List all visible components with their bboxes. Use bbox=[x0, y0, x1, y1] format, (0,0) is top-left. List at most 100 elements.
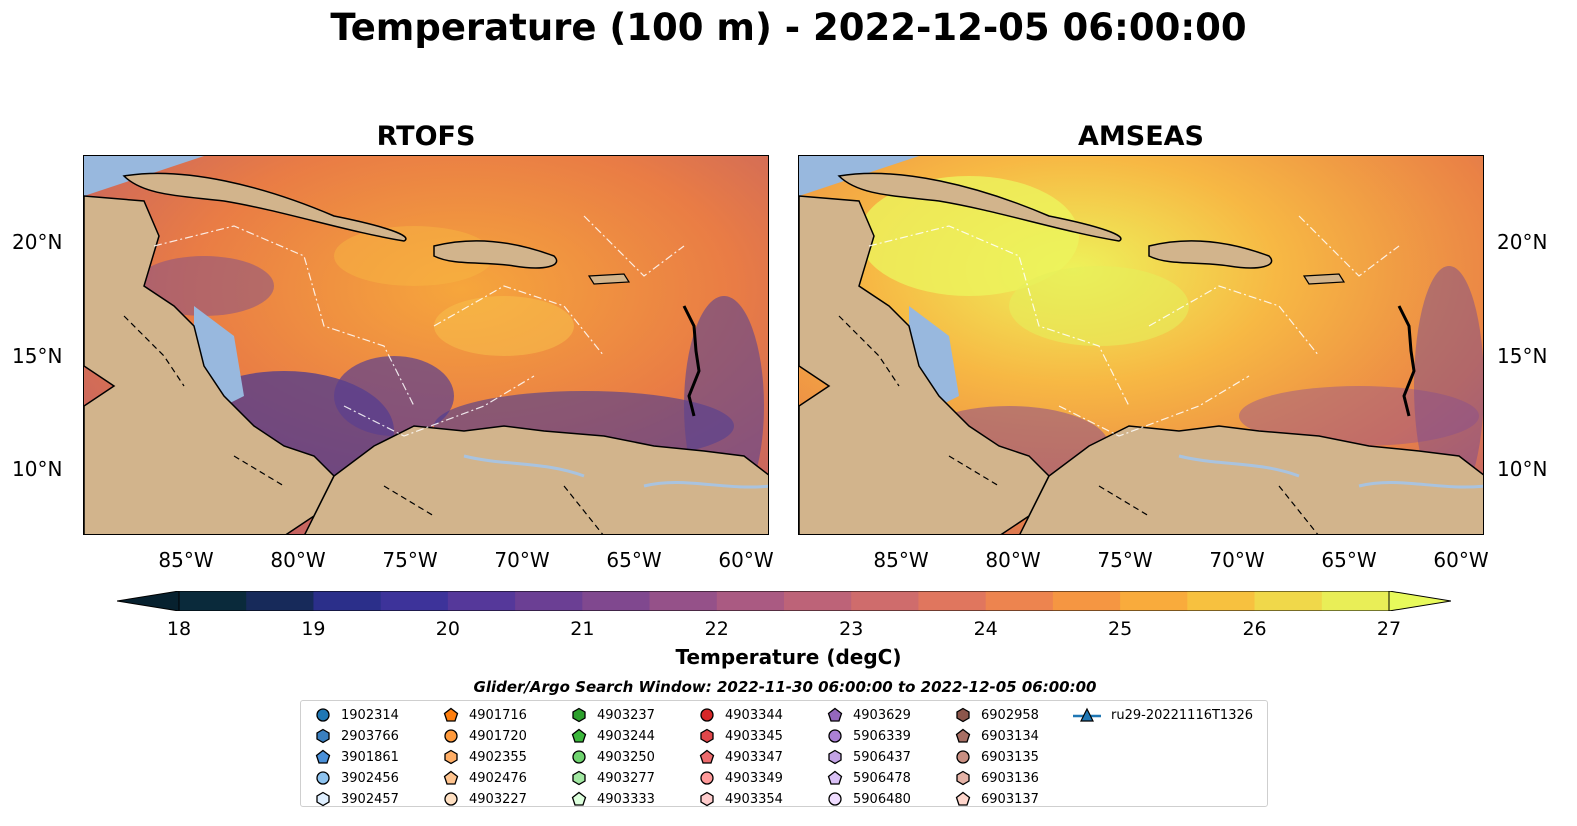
colorbar-cell bbox=[246, 591, 314, 611]
legend-item: 2903766 bbox=[315, 726, 399, 746]
circle-marker-icon bbox=[444, 792, 458, 806]
colorbar-tick-label: 18 bbox=[166, 618, 192, 640]
colorbar-cell bbox=[515, 591, 583, 611]
legend-item-label: 4903345 bbox=[725, 728, 783, 744]
legend-item: 5906339 bbox=[827, 726, 911, 746]
colorbar-cell bbox=[447, 591, 516, 611]
legend-item: 4901720 bbox=[443, 726, 527, 746]
pentagon-marker-icon bbox=[827, 770, 843, 785]
circle-marker-icon bbox=[444, 729, 458, 743]
hexagon-marker-icon bbox=[572, 707, 586, 723]
lat-label-20n-right: 20°N bbox=[1497, 230, 1548, 254]
legend-item: ru29-20221116T1326 bbox=[1073, 705, 1253, 725]
lon-label-65w-right: 65°W bbox=[1321, 548, 1377, 572]
legend-item-label: 3902457 bbox=[341, 791, 399, 807]
pentagon-marker-icon bbox=[955, 791, 971, 806]
legend-item-label: 4903347 bbox=[725, 749, 783, 765]
legend-item: 6903136 bbox=[955, 768, 1039, 788]
colorbar-label: Temperature (degC) bbox=[675, 645, 902, 669]
legend-item: 4903227 bbox=[443, 789, 527, 809]
lon-label-85w-right: 85°W bbox=[873, 548, 929, 572]
legend-item-label: 4901720 bbox=[469, 728, 527, 744]
legend-item: 4903250 bbox=[571, 747, 655, 767]
legend-item-label: 1902314 bbox=[341, 707, 399, 723]
circle-marker-icon bbox=[828, 729, 842, 743]
hexagon-marker-icon bbox=[956, 770, 970, 786]
colorbar-cell bbox=[784, 591, 852, 611]
lon-label-70w-left: 70°W bbox=[494, 548, 550, 572]
colorbar-tick-label: 23 bbox=[839, 618, 864, 640]
lon-label-60w-left: 60°W bbox=[718, 548, 774, 572]
legend-item-label: 3901861 bbox=[341, 749, 399, 765]
legend-item: 4903345 bbox=[699, 726, 783, 746]
legend-item-label: 6903135 bbox=[981, 749, 1039, 765]
legend-item-label: 4903333 bbox=[597, 791, 655, 807]
lon-label-80w-right: 80°W bbox=[985, 548, 1041, 572]
colorbar-cell bbox=[1187, 591, 1256, 611]
colorbar-cell bbox=[582, 591, 651, 611]
legend-item: 3902457 bbox=[315, 789, 399, 809]
legend-item: 4902476 bbox=[443, 768, 527, 788]
legend-item-label: 4903354 bbox=[725, 791, 783, 807]
colorbar-tick-label: 24 bbox=[973, 618, 998, 640]
colorbar-cell bbox=[918, 591, 987, 611]
colorbar-cell bbox=[716, 591, 785, 611]
legend-item-label: 4903250 bbox=[597, 749, 655, 765]
triangle-line-marker-icon bbox=[1073, 707, 1101, 722]
lon-label-65w-left: 65°W bbox=[606, 548, 662, 572]
hexagon-marker-icon bbox=[956, 707, 970, 723]
legend-item: 4903333 bbox=[571, 789, 655, 809]
pentagon-marker-icon bbox=[955, 728, 971, 743]
colorbar-tick-label: 25 bbox=[1108, 618, 1133, 640]
lon-label-60w-right: 60°W bbox=[1433, 548, 1489, 572]
circle-marker-icon bbox=[700, 708, 714, 722]
circle-marker-icon bbox=[828, 792, 842, 806]
lat-label-15n-left: 15°N bbox=[12, 344, 63, 368]
legend-item-label: 4903344 bbox=[725, 707, 783, 723]
legend-item-label: 6903137 bbox=[981, 791, 1039, 807]
colorbar-cell bbox=[1120, 591, 1188, 611]
panel-title-rtofs: RTOFS bbox=[376, 121, 476, 152]
legend-item: 5906480 bbox=[827, 789, 911, 809]
circle-marker-icon bbox=[700, 771, 714, 785]
legend-title: Glider/Argo Search Window: 2022-11-30 06… bbox=[473, 678, 1097, 696]
colorbar-min-extend bbox=[117, 591, 179, 611]
legend-item: 4903349 bbox=[699, 768, 783, 788]
panel-title-amseas: AMSEAS bbox=[1078, 121, 1204, 152]
pentagon-marker-icon bbox=[443, 770, 459, 785]
legend-item: 6903137 bbox=[955, 789, 1039, 809]
legend-item: 6902958 bbox=[955, 705, 1039, 725]
amseas-map-canvas bbox=[799, 156, 1483, 534]
lon-label-85w-left: 85°W bbox=[158, 548, 214, 572]
legend-item-label: 6903134 bbox=[981, 728, 1039, 744]
pentagon-marker-icon bbox=[443, 707, 459, 722]
colorbar-cell bbox=[851, 591, 919, 611]
lat-label-10n-right: 10°N bbox=[1497, 457, 1548, 481]
legend-item-label: 6903136 bbox=[981, 770, 1039, 786]
legend-item-label: 4903629 bbox=[853, 707, 911, 723]
colorbar-tick-label: 26 bbox=[1242, 618, 1267, 640]
legend-item: 4903277 bbox=[571, 768, 655, 788]
colorbar bbox=[116, 590, 1452, 612]
legend-item-label: 5906339 bbox=[853, 728, 911, 744]
legend-item-label: 4903349 bbox=[725, 770, 783, 786]
colorbar-cell bbox=[649, 591, 718, 611]
circle-marker-icon bbox=[316, 708, 330, 722]
colorbar-cell bbox=[1052, 591, 1121, 611]
circle-marker-icon bbox=[316, 771, 330, 785]
legend-item: 6903134 bbox=[955, 726, 1039, 746]
figure-title: Temperature (100 m) - 2022-12-05 06:00:0… bbox=[330, 6, 1247, 49]
legend-item-label: 5906478 bbox=[853, 770, 911, 786]
legend-item: 4902355 bbox=[443, 747, 527, 767]
colorbar-cell bbox=[985, 591, 1054, 611]
legend-item-label: 4903227 bbox=[469, 791, 527, 807]
hexagon-marker-icon bbox=[444, 749, 458, 765]
legend: 1902314 2903766 3901861 3902456 3902457 49017… bbox=[300, 700, 1268, 807]
legend-item-label: 4901716 bbox=[469, 707, 527, 723]
lat-label-15n-right: 15°N bbox=[1497, 344, 1548, 368]
lon-label-80w-left: 80°W bbox=[270, 548, 326, 572]
rtofs-map bbox=[83, 155, 769, 535]
lat-label-10n-left: 10°N bbox=[12, 457, 63, 481]
legend-item-label: ru29-20221116T1326 bbox=[1111, 707, 1254, 723]
colorbar-tick-label: 19 bbox=[301, 618, 326, 640]
